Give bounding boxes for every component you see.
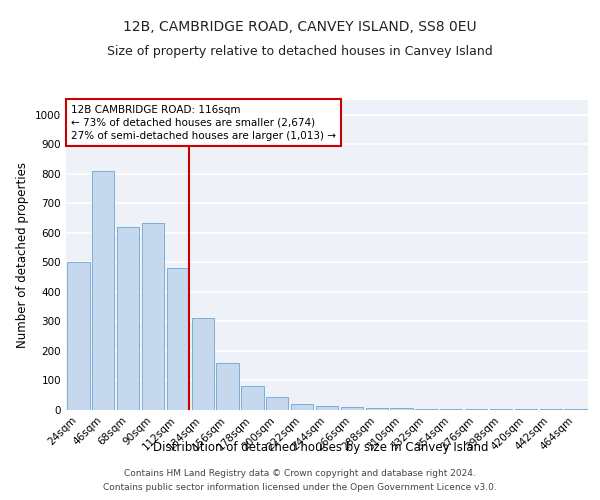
Text: Contains HM Land Registry data © Crown copyright and database right 2024.: Contains HM Land Registry data © Crown c… (124, 468, 476, 477)
Bar (92, 171, 115, 410)
Text: Contains public sector information licensed under the Open Government Licence v3: Contains public sector information licen… (103, 484, 497, 492)
Bar (440, 409, 463, 410)
Bar (67, 262, 89, 410)
Y-axis label: Number of detached properties: Number of detached properties (16, 162, 29, 348)
Bar (391, 408, 413, 410)
Bar (167, 268, 189, 410)
Bar (266, 396, 289, 410)
Bar (316, 406, 338, 410)
Bar (142, 222, 164, 410)
Text: 12B CAMBRIDGE ROAD: 116sqm
← 73% of detached houses are smaller (2,674)
27% of s: 12B CAMBRIDGE ROAD: 116sqm ← 73% of deta… (71, 104, 336, 141)
Bar (465, 409, 487, 410)
Bar (490, 409, 512, 410)
Text: 12B, CAMBRIDGE ROAD, CANVEY ISLAND, SS8 0EU: 12B, CAMBRIDGE ROAD, CANVEY ISLAND, SS8 … (123, 20, 477, 34)
Text: Distribution of detached houses by size in Canvey Island: Distribution of detached houses by size … (153, 441, 489, 454)
Bar (241, 386, 263, 410)
Bar (191, 318, 214, 410)
Bar (341, 407, 363, 410)
Text: Size of property relative to detached houses in Canvey Island: Size of property relative to detached ho… (107, 45, 493, 58)
Bar (565, 408, 587, 410)
Bar (117, 227, 139, 410)
Bar (217, 363, 239, 410)
Bar (291, 404, 313, 410)
Bar (415, 408, 437, 410)
Bar (365, 408, 388, 410)
